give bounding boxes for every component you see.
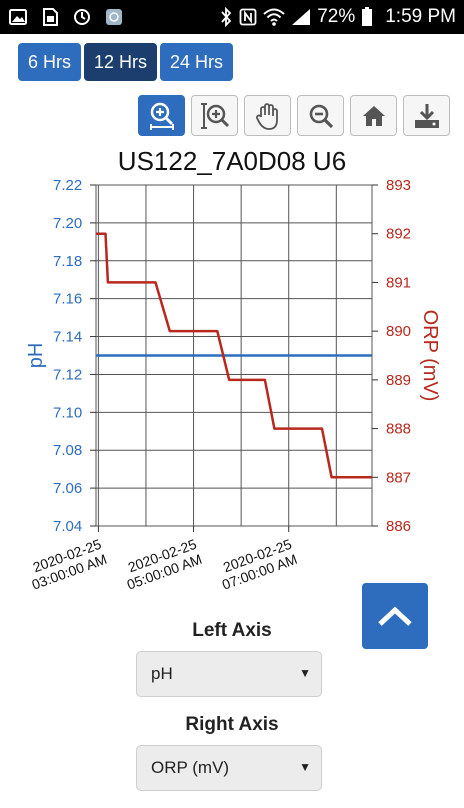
right-axis-select-value: ORP (mV) [151, 758, 230, 777]
chart-title: US122_7A0D08 U6 [117, 146, 347, 176]
battery-percent: 72% [317, 6, 356, 27]
download-icon [414, 103, 439, 128]
right-axis-tick-label: 886 [386, 518, 411, 535]
right-axis-tick-label: 892 [386, 226, 411, 243]
zoom-y-icon [200, 102, 229, 129]
left-axis-tick-label: 7.06 [53, 480, 82, 497]
left-axis-tick-label: 7.10 [53, 404, 82, 421]
left-axis-tick-label: 7.12 [53, 366, 82, 383]
x-axis-tick-label: 2020-02-2503:00:00 AM [24, 536, 109, 590]
right-axis-select[interactable]: ORP (mV) ▼ [136, 745, 322, 791]
range-12h-button[interactable]: 12 Hrs [84, 43, 158, 81]
left-axis-title: pH [25, 343, 47, 369]
right-axis-tick-label: 887 [386, 469, 411, 486]
zoom-y-button[interactable] [191, 95, 238, 136]
chart: 7.04 7.06 7.08 7.10 7.12 7.14 7.16 7.18 7.20 7.22… [24, 177, 441, 590]
right-axis-tick-label: 889 [386, 372, 411, 389]
home-button[interactable] [350, 95, 397, 136]
document-icon [43, 8, 58, 26]
sync-icon [74, 9, 90, 25]
left-axis-label: Left Axis [192, 620, 272, 641]
image-icon [9, 9, 27, 25]
nfc-icon [239, 8, 257, 26]
scroll-to-top-button[interactable] [362, 583, 428, 649]
app-icon [106, 9, 122, 25]
left-axis-tick-label: 7.22 [53, 177, 82, 194]
time-range-bar: 6 Hrs 12 Hrs 24 Hrs [18, 43, 234, 81]
left-axis-tick-label: 7.08 [53, 442, 82, 459]
clock: 1:59 PM [385, 6, 456, 27]
caret-down-icon: ▼ [299, 760, 311, 774]
zoom-out-icon [309, 104, 333, 128]
range-6h-button[interactable]: 6 Hrs [18, 43, 82, 81]
left-axis-tick-label: 7.16 [53, 291, 82, 308]
right-axis-tick-label: 893 [386, 177, 411, 194]
pan-icon [255, 102, 278, 130]
chevron-up-icon [378, 606, 412, 626]
chart-toolbar [138, 95, 450, 136]
battery-icon [362, 7, 373, 26]
left-axis-select[interactable]: pH ▼ [136, 651, 322, 697]
zoom-select-button[interactable] [138, 95, 185, 136]
right-axis-tick-label: 891 [386, 274, 411, 291]
download-button[interactable] [403, 95, 450, 136]
left-axis-tick-label: 7.04 [53, 518, 82, 535]
status-bar: 72% 1:59 PM [0, 0, 464, 34]
pan-button[interactable] [244, 95, 291, 136]
right-axis-tick-label: 890 [386, 323, 411, 340]
left-axis-tick-label: 7.20 [53, 215, 82, 232]
orp-series-line [96, 232, 372, 479]
right-axis-label: Right Axis [185, 714, 279, 735]
right-axis-tick-label: 888 [386, 421, 411, 438]
home-icon [362, 105, 385, 126]
left-axis-select-value: pH [151, 664, 173, 683]
wifi-icon [263, 8, 285, 26]
caret-down-icon: ▼ [299, 666, 311, 680]
range-24h-button[interactable]: 24 Hrs [160, 43, 234, 81]
zoom-out-button[interactable] [297, 95, 344, 136]
left-axis-tick-label: 7.18 [53, 253, 82, 270]
right-axis-title: ORP (mV) [419, 310, 441, 402]
signal-icon [292, 9, 311, 25]
zoom-select-icon [149, 102, 174, 130]
x-axis-tick-label: 2020-02-2505:00:00 AM [119, 536, 204, 590]
bluetooth-icon [221, 7, 232, 27]
left-axis-tick-label: 7.14 [53, 329, 82, 346]
x-axis-tick-label: 2020-02-2507:00:00 AM [214, 536, 299, 590]
